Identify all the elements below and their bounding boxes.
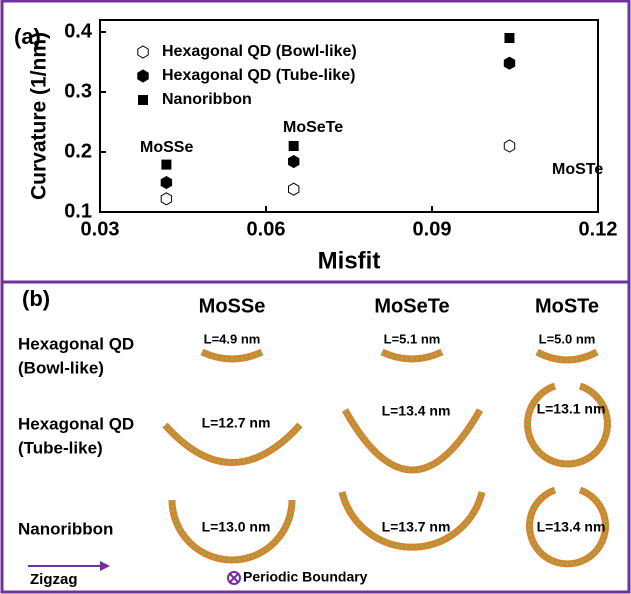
- point: [504, 57, 514, 69]
- legend-label: Hexagonal QD (Bowl-like): [162, 43, 357, 60]
- length-label: L=13.1 nm: [537, 401, 606, 417]
- y-tick-label: 0.3: [64, 80, 92, 102]
- y-axis-label: Curvature (1/nm): [28, 32, 51, 200]
- column-header: MoSeTe: [374, 295, 449, 317]
- length-label: L=5.1 nm: [384, 331, 441, 346]
- length-label: L=4.9 nm: [204, 331, 261, 346]
- y-tick-label: 0.2: [64, 140, 92, 162]
- length-label: L=13.0 nm: [202, 519, 271, 535]
- length-label: L=12.7 nm: [202, 415, 271, 431]
- x-tick-label: 0.09: [413, 218, 452, 240]
- point: [161, 160, 171, 170]
- column-header: MoSSe: [199, 295, 266, 317]
- row-label: (Bowl-like): [18, 358, 104, 377]
- row-label: Nanoribbon: [18, 519, 113, 538]
- length-label: L=13.7 nm: [382, 519, 451, 535]
- legend-label: Hexagonal QD (Tube-like): [162, 67, 356, 84]
- point: [289, 141, 299, 151]
- row-label: Hexagonal QD: [18, 414, 134, 433]
- y-tick-label: 0.1: [64, 200, 92, 222]
- point: [289, 156, 299, 168]
- legend-marker: [138, 46, 148, 58]
- figure: (a)MisfitCurvature (1/nm)0.030.060.090.1…: [0, 0, 631, 594]
- point: [504, 33, 514, 43]
- length-label: L=5.0 nm: [539, 331, 596, 346]
- row-label: (Tube-like): [18, 438, 103, 457]
- y-tick-label: 0.4: [64, 20, 93, 42]
- point: [161, 193, 171, 205]
- point: [289, 183, 299, 195]
- annotation: MoSTe: [552, 161, 603, 178]
- periodic-icon: [228, 572, 240, 584]
- row-label: Hexagonal QD: [18, 334, 134, 353]
- legend-marker: [138, 95, 148, 105]
- annotation: MoSeTe: [283, 119, 343, 136]
- length-label: L=13.4 nm: [537, 519, 606, 535]
- length-label: L=13.4 nm: [382, 403, 451, 419]
- x-tick-label: 0.12: [579, 218, 618, 240]
- legend-label: Nanoribbon: [162, 91, 252, 108]
- point: [504, 140, 514, 152]
- arrow-head: [100, 561, 110, 571]
- x-tick-label: 0.06: [247, 218, 286, 240]
- direction-label: Zigzag: [30, 571, 78, 588]
- boundary-label: Periodic Boundary: [243, 569, 368, 585]
- column-header: MoSTe: [535, 295, 599, 317]
- annotation: MoSSe: [140, 139, 193, 156]
- panel-label: (b): [22, 286, 50, 311]
- x-axis-label: Misfit: [318, 247, 381, 274]
- point: [161, 177, 171, 189]
- legend-marker: [138, 70, 148, 82]
